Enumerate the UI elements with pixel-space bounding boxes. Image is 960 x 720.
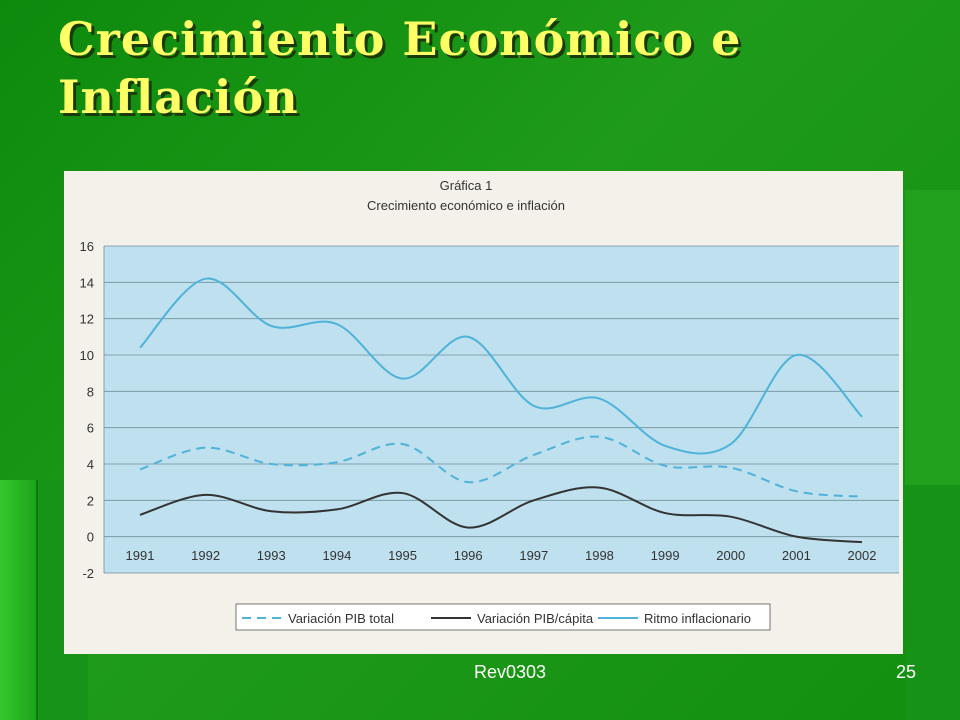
y-tick-label: -2	[82, 566, 94, 581]
chart-subtitle: Crecimiento económico e inflación	[367, 198, 565, 213]
x-tick-label: 2000	[716, 548, 745, 563]
y-tick-label: 0	[87, 530, 94, 545]
x-tick-label: 1993	[257, 548, 286, 563]
plot-area	[104, 246, 899, 573]
line-chart: Gráfica 1 Crecimiento económico e inflac…	[80, 178, 899, 631]
y-tick-label: 16	[80, 239, 94, 254]
decorative-band-left	[0, 480, 36, 720]
y-tick-label: 12	[80, 312, 94, 327]
series-line-inflation	[139, 277, 863, 455]
y-tick-label: 10	[80, 348, 94, 363]
x-tick-label: 1997	[519, 548, 548, 563]
slide-title: Crecimiento Económico e Inflación	[58, 12, 742, 124]
y-tick-label: 4	[87, 457, 94, 472]
y-tick-label: 8	[87, 384, 94, 399]
decorative-band-right	[905, 190, 960, 485]
y-tick-label: 14	[80, 275, 94, 290]
x-tick-label: 1995	[388, 548, 417, 563]
x-tick-label: 1991	[126, 548, 155, 563]
series-line-pib-total	[139, 435, 863, 498]
chart-title: Gráfica 1	[440, 178, 493, 193]
series-line-pib-capita	[139, 486, 863, 544]
page-number: 25	[896, 662, 917, 682]
legend-box	[235, 603, 771, 631]
legend-label: Variación PIB/cápita	[477, 611, 594, 626]
x-tick-label: 2002	[848, 548, 877, 563]
y-tick-label: 6	[87, 421, 94, 436]
x-tick-label: 2001	[782, 548, 811, 563]
x-tick-label: 1994	[322, 548, 351, 563]
decorative-band-right-lower	[905, 485, 960, 720]
legend-label: Variación PIB total	[288, 611, 394, 626]
x-tick-label: 1998	[585, 548, 614, 563]
x-tick-label: 1999	[651, 548, 680, 563]
y-tick-label: 2	[87, 493, 94, 508]
footer-label: Rev0303	[474, 662, 547, 682]
legend-label: Ritmo inflacionario	[644, 611, 751, 626]
chart-figure: Gráfica 1 Crecimiento económico e inflac…	[64, 171, 903, 654]
x-tick-label: 1992	[191, 548, 220, 563]
x-tick-label: 1996	[454, 548, 483, 563]
